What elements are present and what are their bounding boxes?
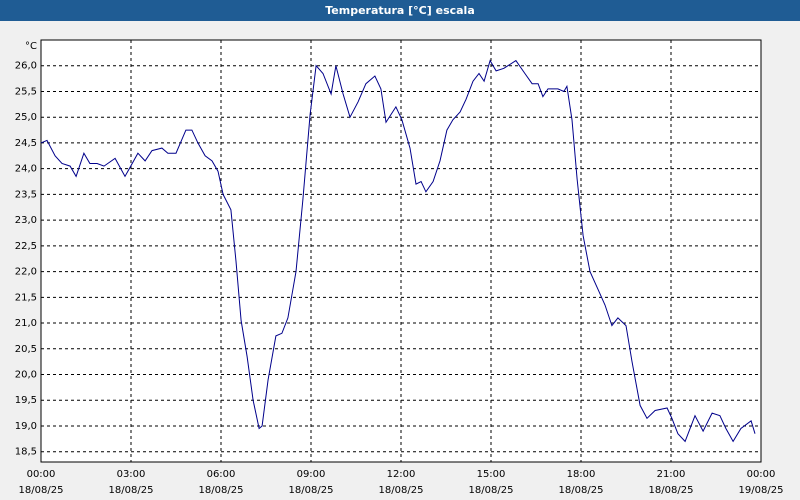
x-tick-date: 18/08/25 [649, 485, 694, 496]
y-tick-label: 20,5 [15, 344, 37, 355]
x-tick-date: 18/08/25 [19, 485, 64, 496]
y-tick-label: 18,5 [15, 447, 37, 458]
x-tick-date: 18/08/25 [469, 485, 514, 496]
x-tick-date: 18/08/25 [289, 485, 334, 496]
x-tick-label: 03:00 [117, 469, 146, 480]
y-tick-label: 24,0 [15, 164, 37, 175]
x-tick-label: 21:00 [657, 469, 686, 480]
x-tick-date: 18/08/25 [109, 485, 154, 496]
y-tick-label: 25,5 [15, 86, 37, 97]
y-tick-label: 19,0 [15, 421, 37, 432]
y-tick-label: 26,0 [15, 61, 37, 72]
y-tick-label: 23,5 [15, 189, 37, 200]
y-tick-label: 24,5 [15, 138, 37, 149]
title-bar [0, 0, 800, 21]
y-unit: °C [25, 41, 37, 52]
x-tick-label: 18:00 [567, 469, 596, 480]
data-line [40, 59, 756, 443]
x-tick-date: 18/08/25 [559, 485, 604, 496]
x-tick-date: 19/08/25 [739, 485, 784, 496]
chart-title: Temperatura [°C] escala [325, 4, 475, 17]
y-tick-label: 22,5 [15, 241, 37, 252]
y-tick-label: 21,5 [15, 292, 37, 303]
x-tick-date: 18/08/25 [199, 485, 244, 496]
x-tick-label: 12:00 [387, 469, 416, 480]
x-tick-label: 06:00 [207, 469, 236, 480]
x-tick-date: 18/08/25 [379, 485, 424, 496]
y-tick-label: 25,0 [15, 112, 37, 123]
x-tick-label: 00:00 [747, 469, 776, 480]
x-tick-label: 00:00 [27, 469, 56, 480]
x-tick-label: 09:00 [297, 469, 326, 480]
y-tick-label: 22,0 [15, 267, 37, 278]
y-tick-label: 23,0 [15, 215, 37, 226]
y-tick-label: 19,5 [15, 395, 37, 406]
y-tick-label: 20,0 [15, 370, 37, 381]
x-tick-label: 15:00 [477, 469, 506, 480]
y-tick-label: 21,0 [15, 318, 37, 329]
